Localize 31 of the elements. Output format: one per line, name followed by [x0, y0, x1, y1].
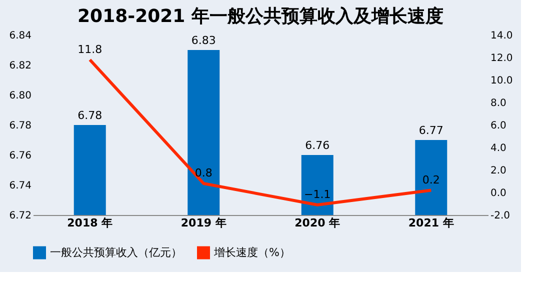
y2-tick-label: -2.0: [490, 210, 510, 222]
y-tick-label: 6.82: [9, 60, 32, 72]
data-label: 6.76: [305, 139, 330, 152]
y2-tick-label: 10.0: [490, 76, 513, 86]
y2-tick-label: 0.0: [490, 188, 506, 199]
y-tick-label: 6.80: [9, 90, 32, 102]
data-label: 6.78: [78, 109, 102, 122]
y2-tick-label: 8.0: [490, 98, 506, 109]
x-tick-label: 2020 年: [294, 216, 340, 230]
data-label: 11.8: [78, 42, 102, 56]
y-tick-label: 6.78: [9, 120, 32, 132]
y2-tick-label: 14.0: [490, 30, 513, 42]
data-label: −1.1: [304, 188, 331, 201]
data-label: 0.8: [194, 166, 212, 180]
x-tick-label: 2021 年: [408, 216, 454, 230]
y2-tick-label: 2.0: [490, 166, 506, 176]
x-tick-label: 2019 年: [180, 216, 226, 230]
y2-tick-label: 6.0: [490, 120, 506, 132]
y-tick-label: 6.74: [9, 180, 32, 192]
x-tick-label: 2018 年: [67, 216, 113, 230]
data-label: 6.77: [418, 124, 444, 137]
y-tick-label: 6.84: [9, 30, 32, 42]
legend-label: 增长速度（%）: [213, 246, 290, 259]
legend-label: 一般公共预算收入（亿元）: [50, 246, 182, 259]
y-tick-label: 6.76: [9, 150, 32, 162]
data-label: 0.2: [422, 173, 440, 186]
y2-tick-label: 12.0: [490, 53, 513, 64]
data-label: 6.83: [191, 34, 216, 47]
chart-title: 2018-2021 年一般公共预算收入及增长速度: [78, 6, 444, 27]
y-tick-label: 6.72: [9, 210, 32, 222]
y2-tick-label: 4.0: [490, 143, 506, 154]
